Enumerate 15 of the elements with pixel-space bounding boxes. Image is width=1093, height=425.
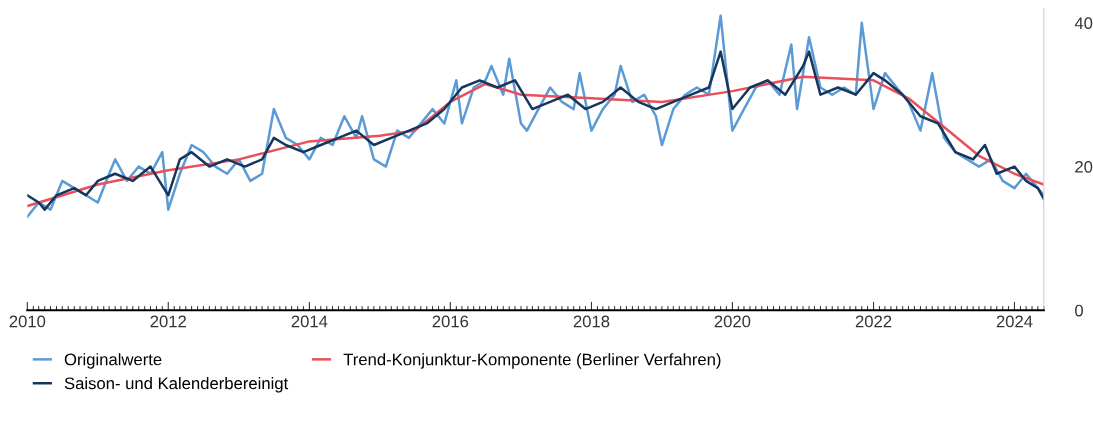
- legend-label: Originalwerte: [64, 353, 162, 369]
- x-tick-label: 2012: [150, 315, 186, 328]
- x-tick-label: 2024: [996, 315, 1033, 328]
- legend-label: Trend-Konjunktur-Komponente (Berliner Verfahren): [343, 353, 721, 369]
- x-tick-label: 2020: [714, 315, 751, 328]
- line-series: [27, 50, 1044, 211]
- x-tick-label: 2016: [432, 315, 469, 328]
- y-tick-label: 20: [1075, 160, 1093, 173]
- legend-label: Saison- und Kalenderbereinigt: [64, 377, 289, 393]
- x-tick-label: 2018: [573, 315, 610, 328]
- x-tick-label: 2022: [855, 315, 892, 328]
- x-tick-label: 2010: [9, 315, 46, 328]
- x-tick-label: 2014: [291, 315, 328, 328]
- y-tick-label: 0: [1075, 304, 1083, 317]
- y-tick-label: 40: [1074, 17, 1093, 30]
